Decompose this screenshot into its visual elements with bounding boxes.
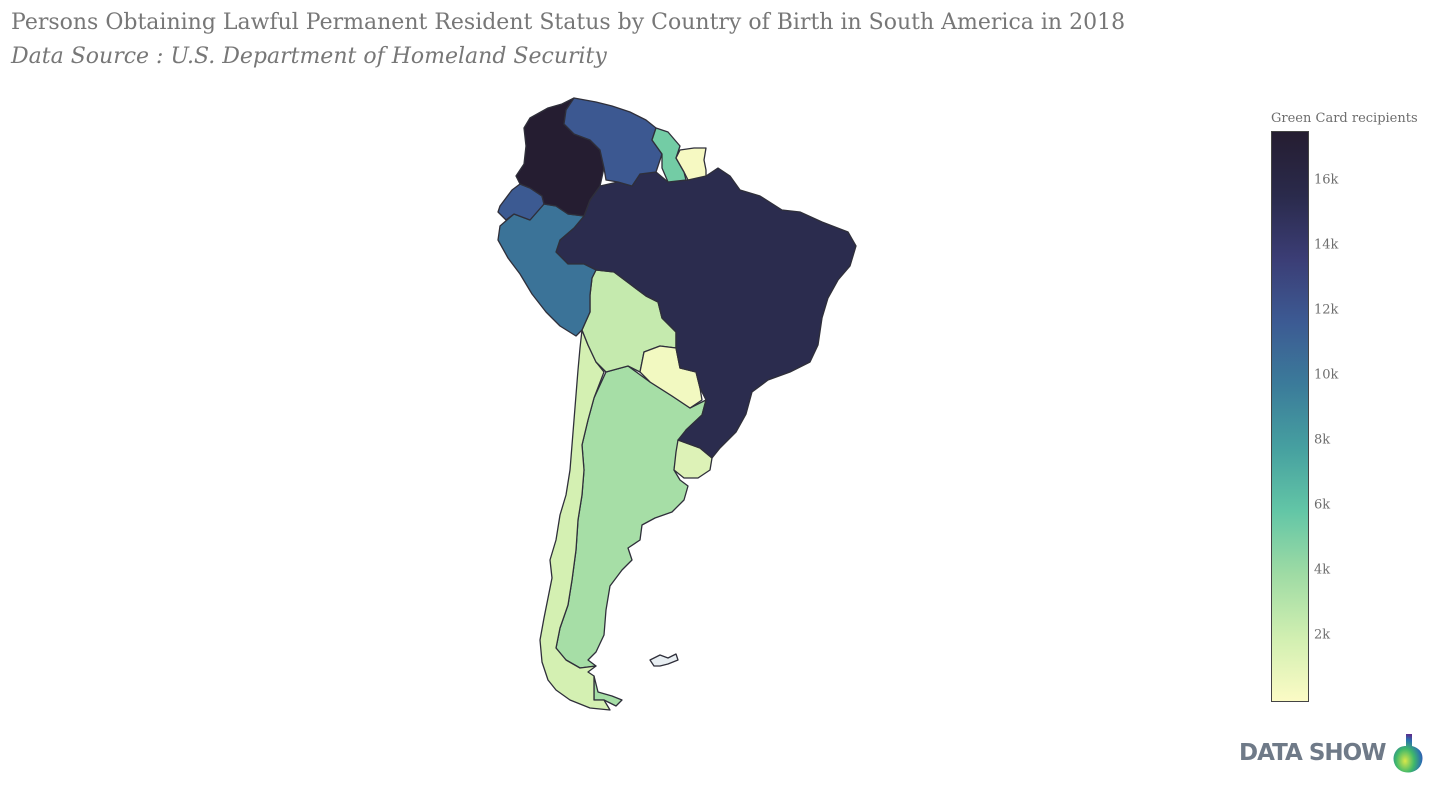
chart-subtitle: Data Source : U.S. Department of Homelan… xyxy=(11,44,607,69)
chart-title: Persons Obtaining Lawful Permanent Resid… xyxy=(11,10,1126,35)
country-venezuela[interactable] xyxy=(563,97,663,187)
colorbar-tick: 10k xyxy=(1314,367,1339,383)
colorbar-tick: 14k xyxy=(1314,237,1339,253)
country-suriname[interactable] xyxy=(675,147,707,181)
datashow-logo-icon xyxy=(1393,734,1423,773)
territory-falkland-islands[interactable] xyxy=(649,653,679,667)
country-guyana[interactable] xyxy=(651,127,687,183)
colorbar-gradient xyxy=(1271,131,1309,702)
colorbar-tick: 4k xyxy=(1314,562,1331,578)
colorbar-tick: 8k xyxy=(1314,432,1331,448)
colorbar-tick: 16k xyxy=(1314,172,1339,188)
datashow-logo[interactable]: DATA SHOW xyxy=(1239,732,1426,774)
colorbar-tick: 2k xyxy=(1314,627,1331,643)
country-chile[interactable] xyxy=(539,329,611,711)
colorbar-tick: 6k xyxy=(1314,497,1331,513)
colorbar-title: Green Card recipients xyxy=(1271,111,1418,126)
colorbar-tick: 12k xyxy=(1314,302,1339,318)
country-paraguay[interactable] xyxy=(639,345,703,409)
country-brazil[interactable] xyxy=(555,167,857,459)
logo-text: DATA SHOW xyxy=(1239,740,1387,766)
